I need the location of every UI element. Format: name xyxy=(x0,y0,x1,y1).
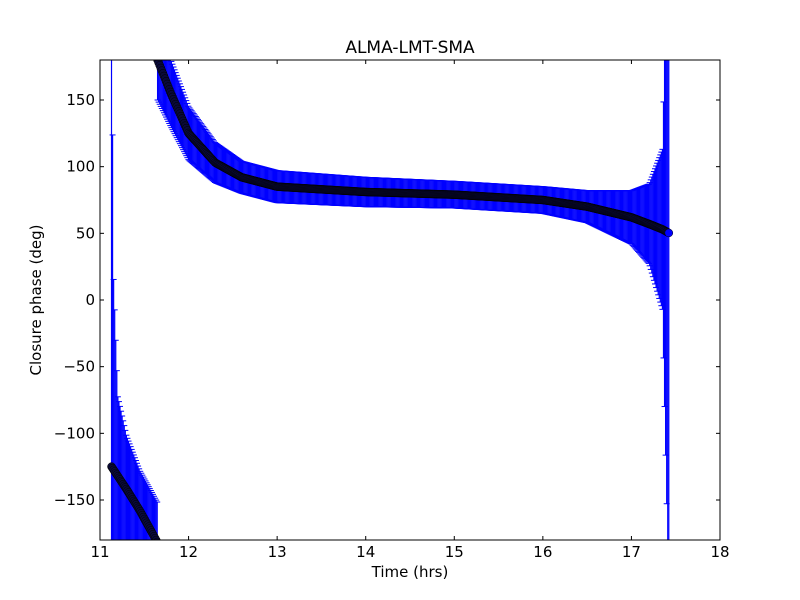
data-point xyxy=(664,228,674,238)
x-tick-label: 14 xyxy=(356,543,375,561)
x-tick-label: 15 xyxy=(445,543,464,561)
y-tick-label: 150 xyxy=(66,91,95,109)
y-tick-label: −150 xyxy=(54,491,95,509)
y-tick-label: −100 xyxy=(54,424,95,442)
y-tick-label: 100 xyxy=(66,158,95,176)
y-tick-label: 50 xyxy=(76,224,95,242)
x-axis-label: Time (hrs) xyxy=(371,563,449,581)
x-tick-label: 16 xyxy=(533,543,552,561)
x-tick-label: 17 xyxy=(622,543,641,561)
data-point xyxy=(153,537,161,540)
chart-title: ALMA-LMT-SMA xyxy=(345,38,475,58)
data-points xyxy=(107,60,674,540)
y-axis-label: Closure phase (deg) xyxy=(27,225,45,376)
error-bars xyxy=(109,60,670,540)
y-tick-label: −50 xyxy=(63,358,95,376)
x-tick-label: 13 xyxy=(268,543,287,561)
y-tick-label: 0 xyxy=(85,291,95,309)
x-tick-label: 11 xyxy=(90,543,109,561)
x-tick-label: 18 xyxy=(710,543,729,561)
x-tick-label: 12 xyxy=(179,543,198,561)
